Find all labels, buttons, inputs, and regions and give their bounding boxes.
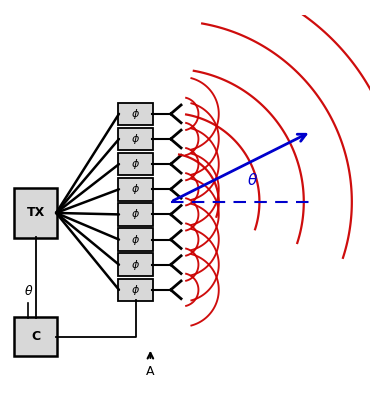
Text: $\phi$: $\phi$ [131, 132, 140, 146]
Text: TX: TX [27, 206, 45, 220]
Text: C: C [31, 330, 40, 343]
FancyBboxPatch shape [118, 203, 153, 226]
FancyBboxPatch shape [118, 178, 153, 200]
FancyBboxPatch shape [118, 278, 153, 301]
Text: $\phi$: $\phi$ [131, 232, 140, 246]
FancyBboxPatch shape [118, 254, 153, 276]
FancyBboxPatch shape [14, 317, 57, 356]
Text: $\theta$: $\theta$ [24, 284, 33, 298]
Text: $\phi$: $\phi$ [131, 107, 140, 121]
Text: $\theta$: $\theta$ [246, 172, 257, 188]
FancyBboxPatch shape [118, 103, 153, 125]
Text: $\phi$: $\phi$ [131, 283, 140, 297]
Text: $\phi$: $\phi$ [131, 258, 140, 272]
Text: A: A [146, 365, 155, 378]
Text: $\phi$: $\phi$ [131, 182, 140, 196]
FancyBboxPatch shape [118, 128, 153, 150]
Text: $\phi$: $\phi$ [131, 157, 140, 171]
FancyBboxPatch shape [14, 188, 57, 238]
FancyBboxPatch shape [118, 228, 153, 251]
FancyBboxPatch shape [118, 153, 153, 176]
Text: $\phi$: $\phi$ [131, 208, 140, 222]
